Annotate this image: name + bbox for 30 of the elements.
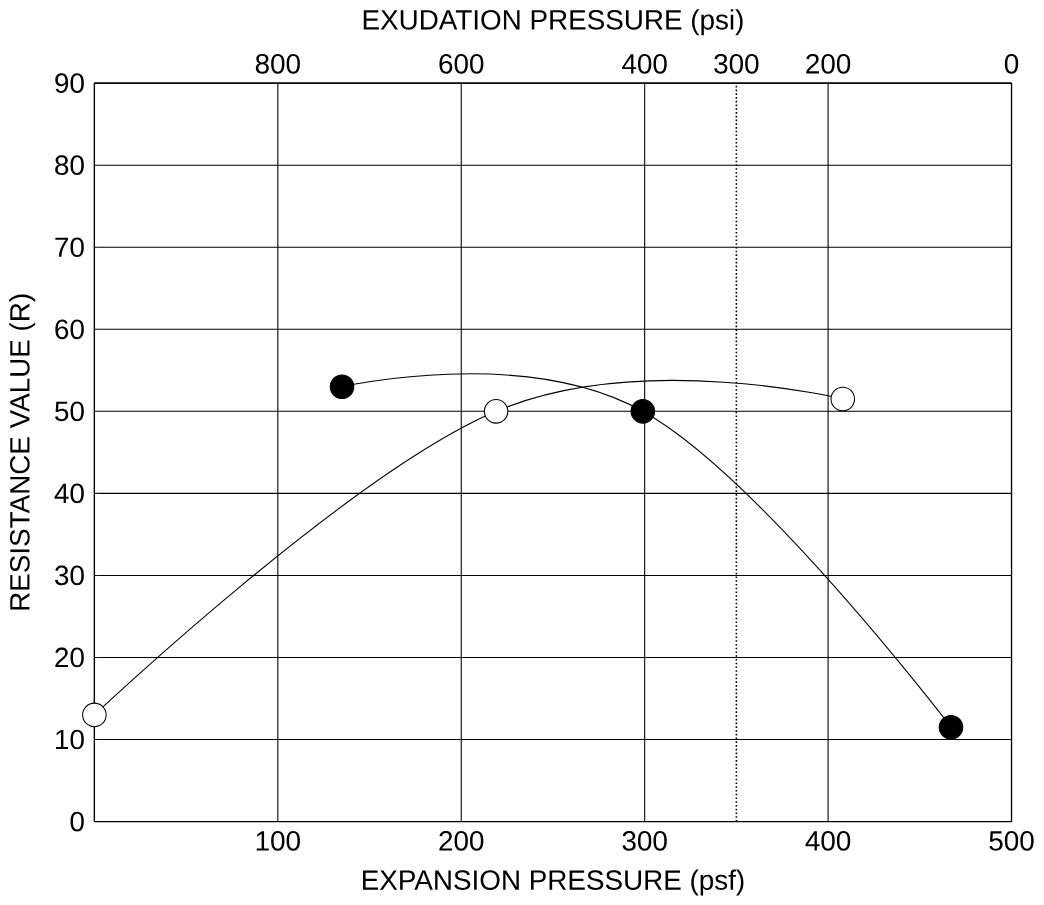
y-tick-label: 70 [55,237,84,258]
point [82,702,107,728]
x2-tick-label: 200 [806,54,851,74]
y-axis-title: RESISTANCE VALUE (R) [9,294,36,610]
y-tick-label: 0 [70,811,84,832]
y-tick-label: 40 [54,483,84,504]
x2-tick-label: 400 [622,54,667,74]
x-tick-label: 200 [439,831,484,851]
y-tick-label: 90 [55,73,84,94]
y-tick-label: 10 [56,729,84,750]
y-tick-label: 60 [55,319,84,340]
y-tick-label: 30 [55,565,84,586]
point [329,374,355,400]
y-tick-label: 20 [55,647,84,668]
y-tick-label: 50 [55,401,84,422]
point [630,399,656,424]
x2-tick-label: 800 [255,54,300,74]
x2-axis-title: EXUDATION PRESSURE (psi) [363,9,743,36]
x-tick-label: 400 [805,831,851,851]
x2-tick-label: 600 [439,54,484,74]
x2-tick-label: 300 [714,54,759,74]
point [938,715,964,740]
x-tick-label: 500 [989,831,1034,851]
y-tick-label: 80 [55,155,84,176]
point [830,386,856,412]
point [483,399,509,424]
x-axis-title: EXPANSION PRESSURE (psf) [363,869,744,896]
x-tick-label: 100 [256,831,300,851]
x2-tick-label: 0 [1004,54,1019,74]
x-tick-label: 300 [622,831,667,851]
